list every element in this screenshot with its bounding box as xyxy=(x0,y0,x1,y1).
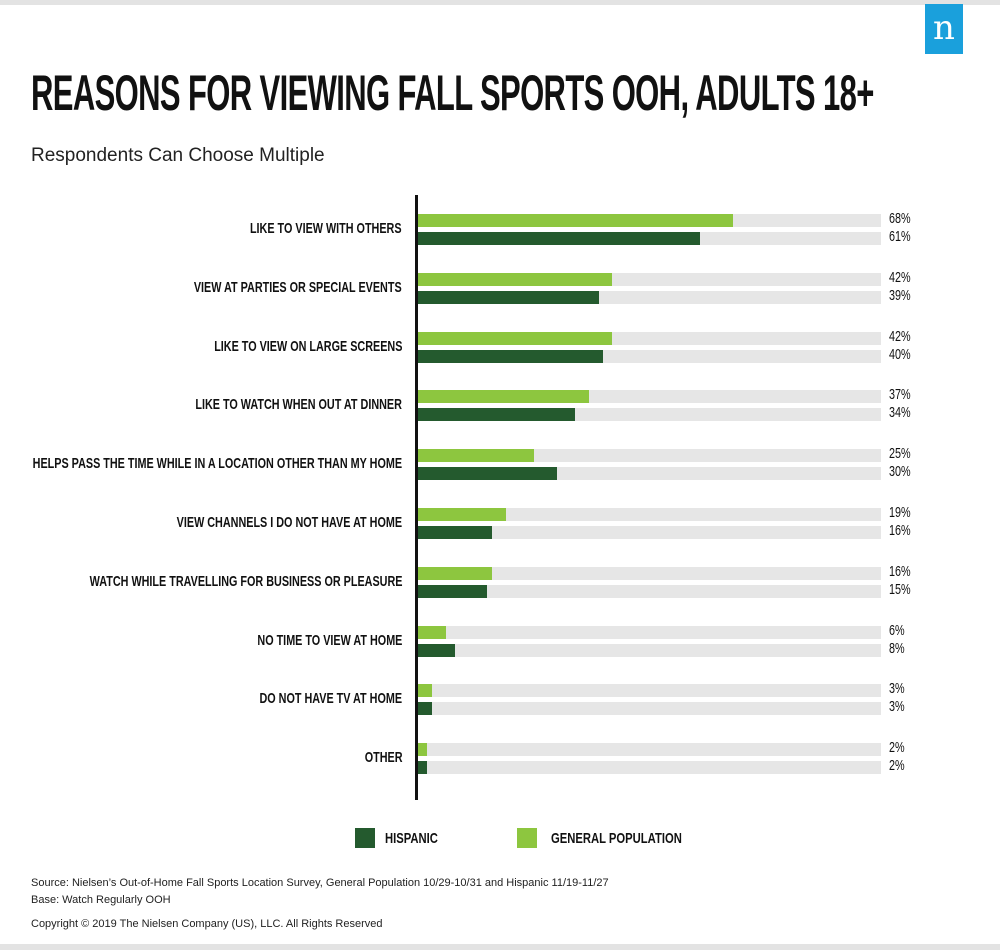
category-label: HELPS PASS THE TIME WHILE IN A LOCATION … xyxy=(32,455,402,473)
bar-hispanic xyxy=(418,702,432,716)
legend-swatch-general-population xyxy=(517,828,537,848)
category-label: DO NOT HAVE TV AT HOME xyxy=(259,690,402,708)
bar-hispanic xyxy=(418,584,488,598)
value-label-hispanic: 15% xyxy=(889,580,911,598)
bar-hispanic xyxy=(418,290,599,304)
bar-hispanic xyxy=(418,467,557,481)
bar-track xyxy=(418,449,881,463)
bar-track xyxy=(418,566,881,580)
bar-track xyxy=(418,684,881,698)
value-label-hispanic: 61% xyxy=(889,228,911,245)
category-label: LIKE TO VIEW ON LARGE SCREENS xyxy=(213,337,402,355)
bar-track xyxy=(418,390,881,404)
value-label-general-population: 68% xyxy=(889,210,911,227)
bar-track xyxy=(418,643,881,657)
nielsen-logo: n xyxy=(925,4,963,54)
bar-track xyxy=(418,584,881,598)
value-label-hispanic: 30% xyxy=(889,463,911,481)
value-label-hispanic: 8% xyxy=(889,639,905,657)
bar-track xyxy=(418,331,881,345)
bar-hispanic xyxy=(418,643,456,657)
bar-track xyxy=(418,508,881,521)
bar-track xyxy=(418,232,881,245)
category-label: OTHER xyxy=(364,749,402,767)
bottom-border xyxy=(0,944,1000,950)
bar-general-population xyxy=(418,449,534,463)
bar-track xyxy=(418,272,881,286)
value-label-hispanic: 39% xyxy=(889,286,911,304)
value-label-general-population: 6% xyxy=(889,621,905,639)
category-label: VIEW AT PARTIES OR SPECIAL EVENTS xyxy=(194,278,402,296)
bar-track xyxy=(418,761,881,775)
value-label-general-population: 25% xyxy=(889,445,911,463)
value-label-general-population: 2% xyxy=(889,739,905,757)
bar-general-population xyxy=(418,625,446,639)
bar-general-population xyxy=(418,743,428,757)
legend-swatch-hispanic xyxy=(355,828,375,848)
bar-track xyxy=(418,467,881,481)
bar-general-population xyxy=(418,390,590,404)
category-label: LIKE TO WATCH WHEN OUT AT DINNER xyxy=(195,396,402,414)
bar-track xyxy=(418,743,881,757)
footer-base: Base: Watch Regularly OOH xyxy=(31,894,171,906)
bar-track xyxy=(418,349,881,363)
bar-general-population xyxy=(418,566,493,580)
value-label-general-population: 16% xyxy=(889,562,911,580)
value-label-general-population: 42% xyxy=(889,268,911,286)
bar-track xyxy=(418,625,881,639)
bar-track xyxy=(418,408,881,422)
y-axis-line xyxy=(415,195,418,800)
value-label-hispanic: 3% xyxy=(889,698,905,716)
value-label-hispanic: 34% xyxy=(889,404,911,422)
bar-track xyxy=(418,526,881,539)
top-border xyxy=(0,0,1000,5)
legend-label-hispanic: HISPANIC xyxy=(385,830,438,847)
bar-general-population xyxy=(418,684,432,698)
value-label-hispanic: 2% xyxy=(889,757,905,775)
category-label: NO TIME TO VIEW AT HOME xyxy=(256,631,402,649)
chart-title: REASONS FOR VIEWING FALL SPORTS OOH, ADU… xyxy=(31,65,874,121)
value-label-hispanic: 16% xyxy=(889,522,911,539)
bar-general-population xyxy=(418,214,733,227)
footer-copyright: Copyright © 2019 The Nielsen Company (US… xyxy=(31,918,383,930)
value-label-general-population: 19% xyxy=(889,504,911,521)
bar-hispanic xyxy=(418,526,493,539)
bar-general-population xyxy=(418,331,613,345)
bar-track xyxy=(418,702,881,716)
value-label-general-population: 3% xyxy=(889,680,905,698)
footer-source: Source: Nielsen’s Out-of-Home Fall Sport… xyxy=(31,877,609,889)
bar-hispanic xyxy=(418,232,701,245)
category-label: VIEW CHANNELS I DO NOT HAVE AT HOME xyxy=(176,514,402,531)
value-label-hispanic: 40% xyxy=(889,345,911,363)
bar-hispanic xyxy=(418,408,576,422)
legend-label-general-population: GENERAL POPULATION xyxy=(551,830,682,847)
bar-general-population xyxy=(418,508,506,521)
bar-track xyxy=(418,214,881,227)
bar-hispanic xyxy=(418,349,604,363)
category-label: LIKE TO VIEW WITH OTHERS xyxy=(250,220,402,237)
value-label-general-population: 42% xyxy=(889,327,911,345)
chart-subtitle: Respondents Can Choose Multiple xyxy=(31,145,325,166)
bar-track xyxy=(418,290,881,304)
bar-hispanic xyxy=(418,761,428,775)
category-label: WATCH WHILE TRAVELLING FOR BUSINESS OR P… xyxy=(89,572,402,590)
bar-general-population xyxy=(418,272,613,286)
value-label-general-population: 37% xyxy=(889,386,911,404)
